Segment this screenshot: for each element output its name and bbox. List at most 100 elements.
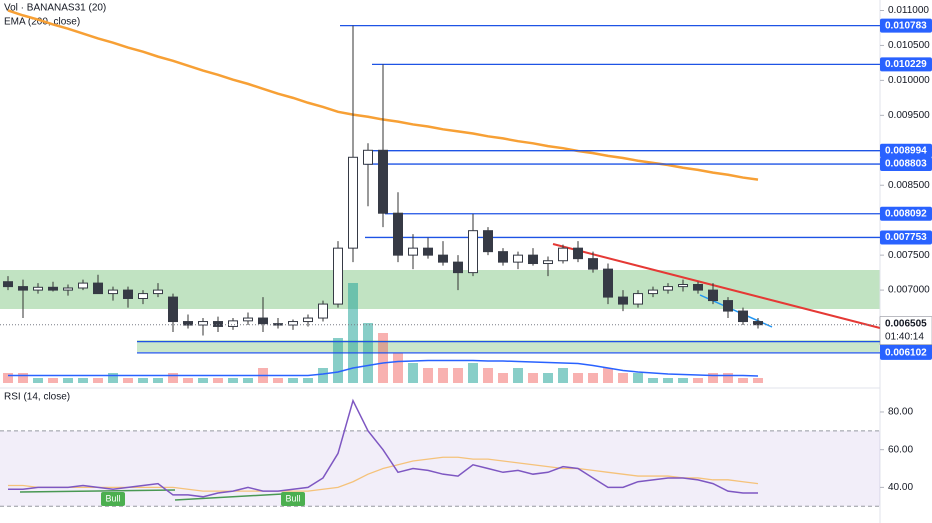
candle-body bbox=[528, 254, 538, 265]
bull-label-bg bbox=[101, 492, 125, 506]
trendline bbox=[552, 243, 881, 329]
candle-body bbox=[618, 296, 628, 305]
candle-body bbox=[468, 230, 478, 274]
support-zone-lower bbox=[137, 340, 880, 352]
level-label-bg bbox=[880, 157, 932, 172]
candle-body bbox=[108, 289, 118, 295]
volume-bar bbox=[453, 368, 463, 383]
rsi-tick-label: 40.00 bbox=[888, 482, 913, 493]
volume-bar bbox=[93, 378, 103, 383]
volume-bar bbox=[288, 378, 298, 383]
candle-body bbox=[33, 286, 43, 291]
candle-body bbox=[333, 247, 343, 305]
y-tick-label: 0.007000 bbox=[888, 285, 930, 296]
volume-bar bbox=[48, 378, 58, 383]
candle-body bbox=[303, 317, 313, 323]
volume-bar bbox=[123, 378, 133, 383]
level-label: 0.010229 bbox=[885, 59, 927, 70]
candle-body bbox=[348, 156, 358, 249]
volume-bar bbox=[228, 378, 238, 383]
volume-bar bbox=[213, 378, 223, 383]
last-price-label: 0.006505 bbox=[885, 318, 927, 329]
volume-bar bbox=[108, 373, 118, 383]
volume-bar bbox=[348, 283, 358, 383]
candle-body bbox=[78, 282, 88, 289]
bull-label-bg bbox=[281, 492, 305, 506]
bull-label: Bull bbox=[105, 493, 120, 503]
volume-bar bbox=[408, 363, 418, 383]
candle-body bbox=[243, 317, 253, 322]
volume-bar bbox=[603, 368, 613, 383]
volume-bar bbox=[738, 378, 748, 383]
candle-body bbox=[723, 300, 733, 312]
level-label: 0.006102 bbox=[885, 348, 927, 359]
candle-body bbox=[453, 261, 463, 274]
candle-body bbox=[693, 284, 703, 291]
volume-bar bbox=[573, 373, 583, 383]
candle-body bbox=[603, 268, 613, 298]
candle-body bbox=[648, 289, 658, 295]
divergence-line bbox=[19, 489, 176, 493]
volume-bar bbox=[663, 378, 673, 383]
candle-body bbox=[483, 230, 493, 253]
level-label-bg bbox=[880, 18, 932, 33]
candle-body bbox=[363, 149, 373, 165]
y-tick-label: 0.010500 bbox=[888, 40, 930, 51]
volume-bar bbox=[693, 378, 703, 383]
candle-body bbox=[393, 212, 403, 256]
volume-bar bbox=[618, 373, 628, 383]
candle-body bbox=[48, 286, 58, 291]
candle-body bbox=[408, 247, 418, 256]
level-label: 0.008803 bbox=[885, 159, 927, 170]
volume-bar bbox=[138, 378, 148, 383]
candle-body bbox=[633, 293, 643, 305]
candle-body bbox=[318, 303, 328, 319]
level-label-bg bbox=[880, 143, 932, 158]
candle-body bbox=[18, 286, 28, 291]
volume-bar bbox=[153, 378, 163, 383]
candle-body bbox=[378, 149, 388, 214]
candle-body bbox=[558, 247, 568, 262]
candle-body bbox=[138, 293, 148, 299]
volume-ma bbox=[8, 359, 759, 377]
volume-bar bbox=[753, 378, 763, 383]
volume-bar bbox=[243, 378, 253, 383]
last-price-bg bbox=[879, 316, 932, 345]
candle-body bbox=[198, 321, 208, 326]
level-label: 0.010783 bbox=[885, 20, 927, 31]
candle-body bbox=[738, 310, 748, 323]
candle-body bbox=[498, 251, 508, 263]
volume-bar bbox=[333, 338, 343, 383]
volume-bar bbox=[633, 373, 643, 383]
volume-bar bbox=[723, 373, 733, 383]
candle-body bbox=[183, 321, 193, 326]
volume-bar bbox=[678, 378, 688, 383]
level-label-bg bbox=[880, 230, 932, 245]
rsi-title: RSI (14, close) bbox=[4, 392, 70, 403]
candle-body bbox=[153, 289, 163, 295]
candle-body bbox=[708, 289, 718, 302]
countdown: 01:40:14 bbox=[885, 331, 924, 342]
candle-body bbox=[63, 287, 73, 291]
candle-body bbox=[588, 258, 598, 270]
volume-bar bbox=[63, 378, 73, 383]
volume-bar bbox=[33, 378, 43, 383]
volume-bar bbox=[168, 373, 178, 383]
volume-bar bbox=[183, 378, 193, 383]
candle-body bbox=[213, 321, 223, 327]
candle-body bbox=[438, 254, 448, 263]
volume-bar bbox=[393, 353, 403, 383]
candle-body bbox=[228, 320, 238, 327]
volume-bar bbox=[303, 378, 313, 383]
volume-bar bbox=[18, 373, 28, 383]
volume-bar bbox=[558, 368, 568, 383]
candle-body bbox=[3, 281, 13, 288]
rsi-band bbox=[0, 430, 880, 507]
volume-bar bbox=[498, 373, 508, 383]
volume-bar bbox=[543, 373, 553, 383]
candle-body bbox=[273, 323, 283, 326]
level-label-bg bbox=[880, 206, 932, 221]
candle-body bbox=[543, 260, 553, 265]
volume-bar bbox=[483, 368, 493, 383]
